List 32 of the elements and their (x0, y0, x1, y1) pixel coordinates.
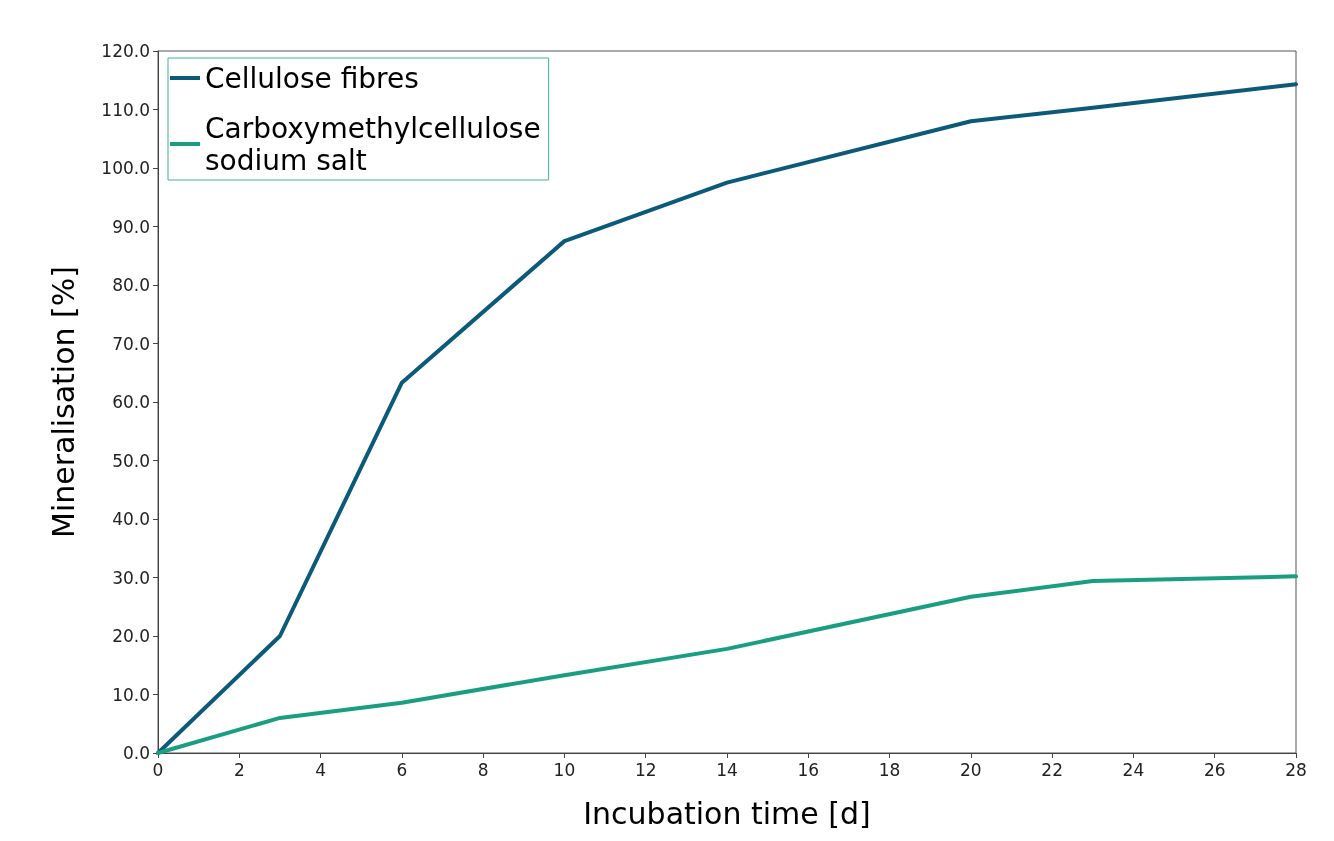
x-tick-label: 18 (878, 759, 901, 780)
y-tick-label: 50.0 (112, 450, 150, 471)
y-tick-label: 120.0 (101, 41, 150, 61)
x-tick-label: 20 (960, 759, 982, 780)
x-tick-label: 26 (1203, 759, 1226, 780)
y-tick-label: 90.0 (112, 216, 150, 237)
x-axis-title: Incubation time [d] (583, 795, 871, 831)
x-tick-label: 16 (797, 759, 820, 780)
x-tick-label: 12 (634, 759, 657, 780)
y-tick-label: 30.0 (112, 567, 150, 588)
y-tick-label: 70.0 (112, 333, 150, 354)
x-tick-label: 10 (553, 759, 576, 780)
legend-label: Cellulose fibres (205, 61, 419, 95)
x-tick-label: 8 (477, 759, 489, 780)
y-tick-label: 110.0 (101, 99, 150, 120)
x-tick-label: 4 (315, 759, 326, 780)
y-tick-label: 20.0 (112, 626, 150, 646)
x-tick-label: 6 (396, 759, 408, 780)
y-tick-label: 0.0 (122, 743, 150, 763)
x-tick-label: 2 (233, 759, 245, 780)
y-tick-label: 80.0 (112, 275, 150, 295)
y-axis-title: Mineralisation [%] (45, 265, 81, 539)
x-tick-label: 28 (1285, 759, 1307, 780)
y-tick-label: 60.0 (112, 392, 150, 412)
y-tick-label: 10.0 (112, 684, 150, 705)
x-tick-label: 24 (1122, 759, 1145, 780)
legend-label: Carboxymethylcellulose sodium salt (205, 111, 541, 177)
x-tick-label: 14 (716, 759, 738, 780)
x-tick-label: 22 (1041, 759, 1063, 780)
x-tick-label: 0 (152, 759, 164, 780)
y-tick-label: 40.0 (112, 509, 150, 529)
y-tick-label: 100.0 (101, 158, 150, 178)
